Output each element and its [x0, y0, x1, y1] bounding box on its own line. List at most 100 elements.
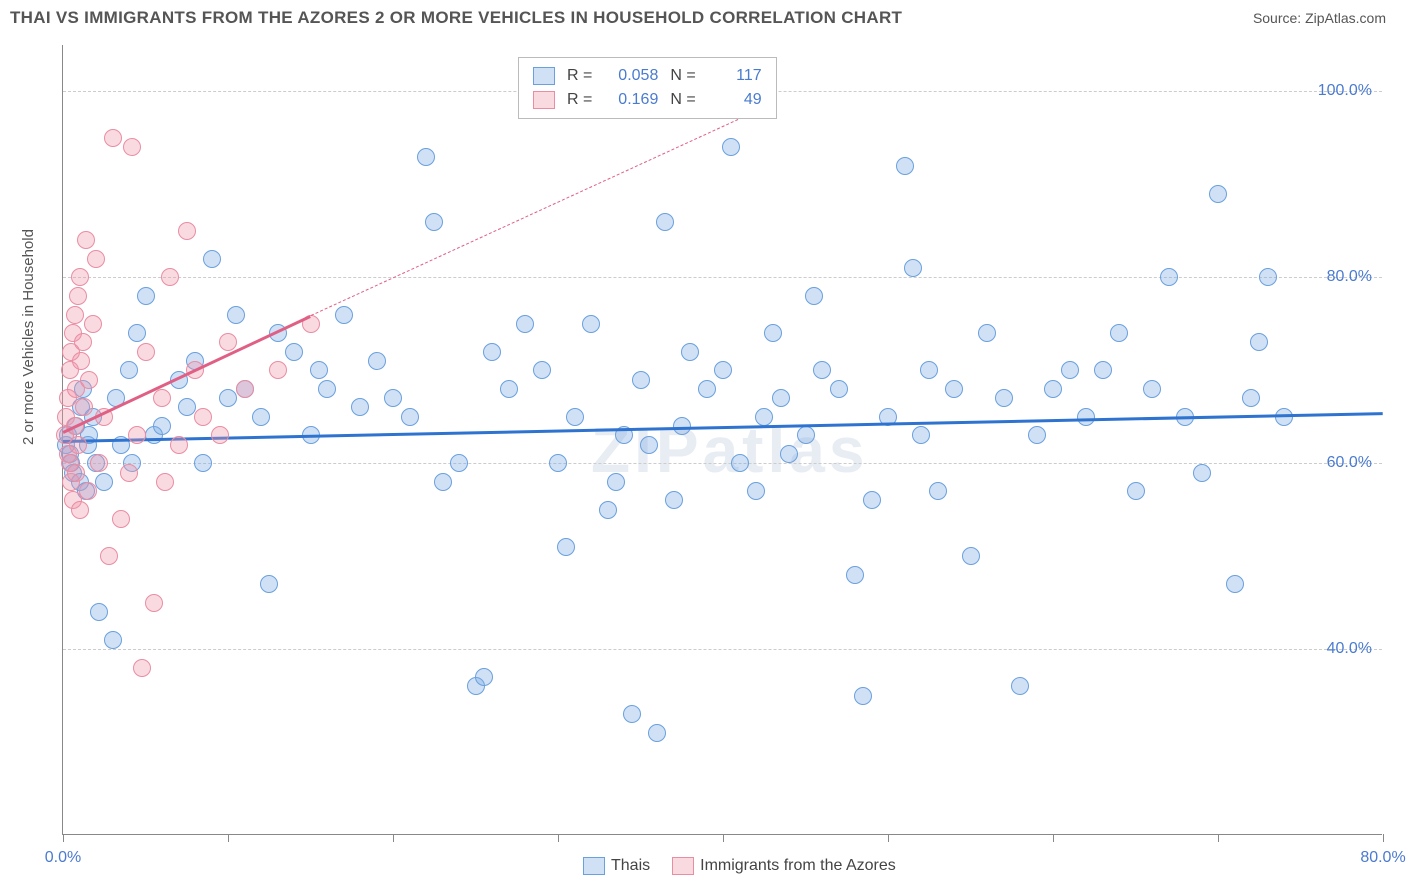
scatter-point	[1226, 575, 1244, 593]
y-tick-label: 60.0%	[1327, 454, 1372, 472]
scatter-point	[156, 473, 174, 491]
scatter-point	[1094, 361, 1112, 379]
scatter-point	[863, 491, 881, 509]
x-tick	[393, 834, 394, 842]
scatter-point	[87, 250, 105, 268]
scatter-point	[475, 668, 493, 686]
scatter-point	[227, 306, 245, 324]
scatter-point	[128, 324, 146, 342]
scatter-point	[566, 408, 584, 426]
series-legend: Thais Immigrants from the Azores	[583, 857, 896, 875]
y-tick-label: 40.0%	[1327, 640, 1372, 658]
legend-n-value: 117	[708, 64, 762, 88]
scatter-point	[67, 464, 85, 482]
scatter-point	[681, 343, 699, 361]
scatter-point	[178, 398, 196, 416]
scatter-point	[854, 687, 872, 705]
legend-swatch	[583, 857, 605, 875]
scatter-point	[1250, 333, 1268, 351]
scatter-point	[607, 473, 625, 491]
x-tick	[558, 834, 559, 842]
scatter-point	[335, 306, 353, 324]
scatter-point	[123, 138, 141, 156]
scatter-point	[194, 408, 212, 426]
scatter-point	[805, 287, 823, 305]
scatter-point	[194, 454, 212, 472]
scatter-point	[128, 426, 146, 444]
scatter-point	[75, 398, 93, 416]
scatter-point	[69, 287, 87, 305]
trendline-dashed	[310, 110, 756, 315]
legend-series-name: Thais	[611, 857, 650, 874]
chart-source: Source: ZipAtlas.com	[1253, 10, 1386, 26]
legend-swatch	[533, 91, 555, 109]
legend-swatch	[533, 67, 555, 85]
scatter-point	[425, 213, 443, 231]
scatter-point	[648, 724, 666, 742]
scatter-point	[1242, 389, 1260, 407]
scatter-point	[71, 268, 89, 286]
legend-n-value: 49	[708, 88, 762, 112]
scatter-point	[417, 148, 435, 166]
scatter-point	[772, 389, 790, 407]
scatter-point	[79, 482, 97, 500]
scatter-point	[133, 659, 151, 677]
scatter-point	[780, 445, 798, 463]
scatter-point	[145, 594, 163, 612]
scatter-point	[920, 361, 938, 379]
y-axis-label: 2 or more Vehicles in Household	[20, 229, 37, 445]
scatter-point	[77, 231, 95, 249]
legend-n-label: N =	[670, 88, 695, 112]
chart-header: THAI VS IMMIGRANTS FROM THE AZORES 2 OR …	[0, 0, 1406, 36]
scatter-point	[698, 380, 716, 398]
scatter-point	[929, 482, 947, 500]
scatter-point	[731, 454, 749, 472]
scatter-point	[1259, 268, 1277, 286]
gridline	[63, 649, 1382, 650]
scatter-point	[599, 501, 617, 519]
scatter-point	[1110, 324, 1128, 342]
scatter-point	[269, 361, 287, 379]
legend-item: Thais	[583, 857, 650, 875]
scatter-point	[500, 380, 518, 398]
scatter-point	[945, 380, 963, 398]
scatter-point	[153, 389, 171, 407]
legend-r-label: R =	[567, 64, 592, 88]
scatter-point	[161, 268, 179, 286]
legend-swatch	[672, 857, 694, 875]
scatter-point	[137, 343, 155, 361]
scatter-point	[640, 436, 658, 454]
scatter-point	[747, 482, 765, 500]
x-tick	[1383, 834, 1384, 842]
scatter-point	[1044, 380, 1062, 398]
scatter-point	[104, 129, 122, 147]
gridline	[63, 463, 1382, 464]
scatter-point	[211, 426, 229, 444]
scatter-point	[1193, 464, 1211, 482]
legend-item: Immigrants from the Azores	[672, 857, 896, 875]
scatter-point	[236, 380, 254, 398]
legend-r-label: R =	[567, 88, 592, 112]
chart-container: 2 or more Vehicles in Household ZIPatlas…	[32, 45, 1392, 890]
scatter-point	[665, 491, 683, 509]
scatter-point	[632, 371, 650, 389]
scatter-point	[104, 631, 122, 649]
scatter-point	[80, 371, 98, 389]
scatter-point	[90, 603, 108, 621]
scatter-point	[962, 547, 980, 565]
scatter-point	[516, 315, 534, 333]
x-tick-label: 0.0%	[45, 849, 81, 867]
scatter-point	[1209, 185, 1227, 203]
x-tick	[228, 834, 229, 842]
scatter-point	[153, 417, 171, 435]
scatter-point	[120, 361, 138, 379]
legend-n-label: N =	[670, 64, 695, 88]
scatter-point	[450, 454, 468, 472]
scatter-point	[846, 566, 864, 584]
scatter-point	[1127, 482, 1145, 500]
x-tick	[723, 834, 724, 842]
scatter-point	[978, 324, 996, 342]
scatter-point	[285, 343, 303, 361]
scatter-point	[252, 408, 270, 426]
scatter-point	[74, 333, 92, 351]
